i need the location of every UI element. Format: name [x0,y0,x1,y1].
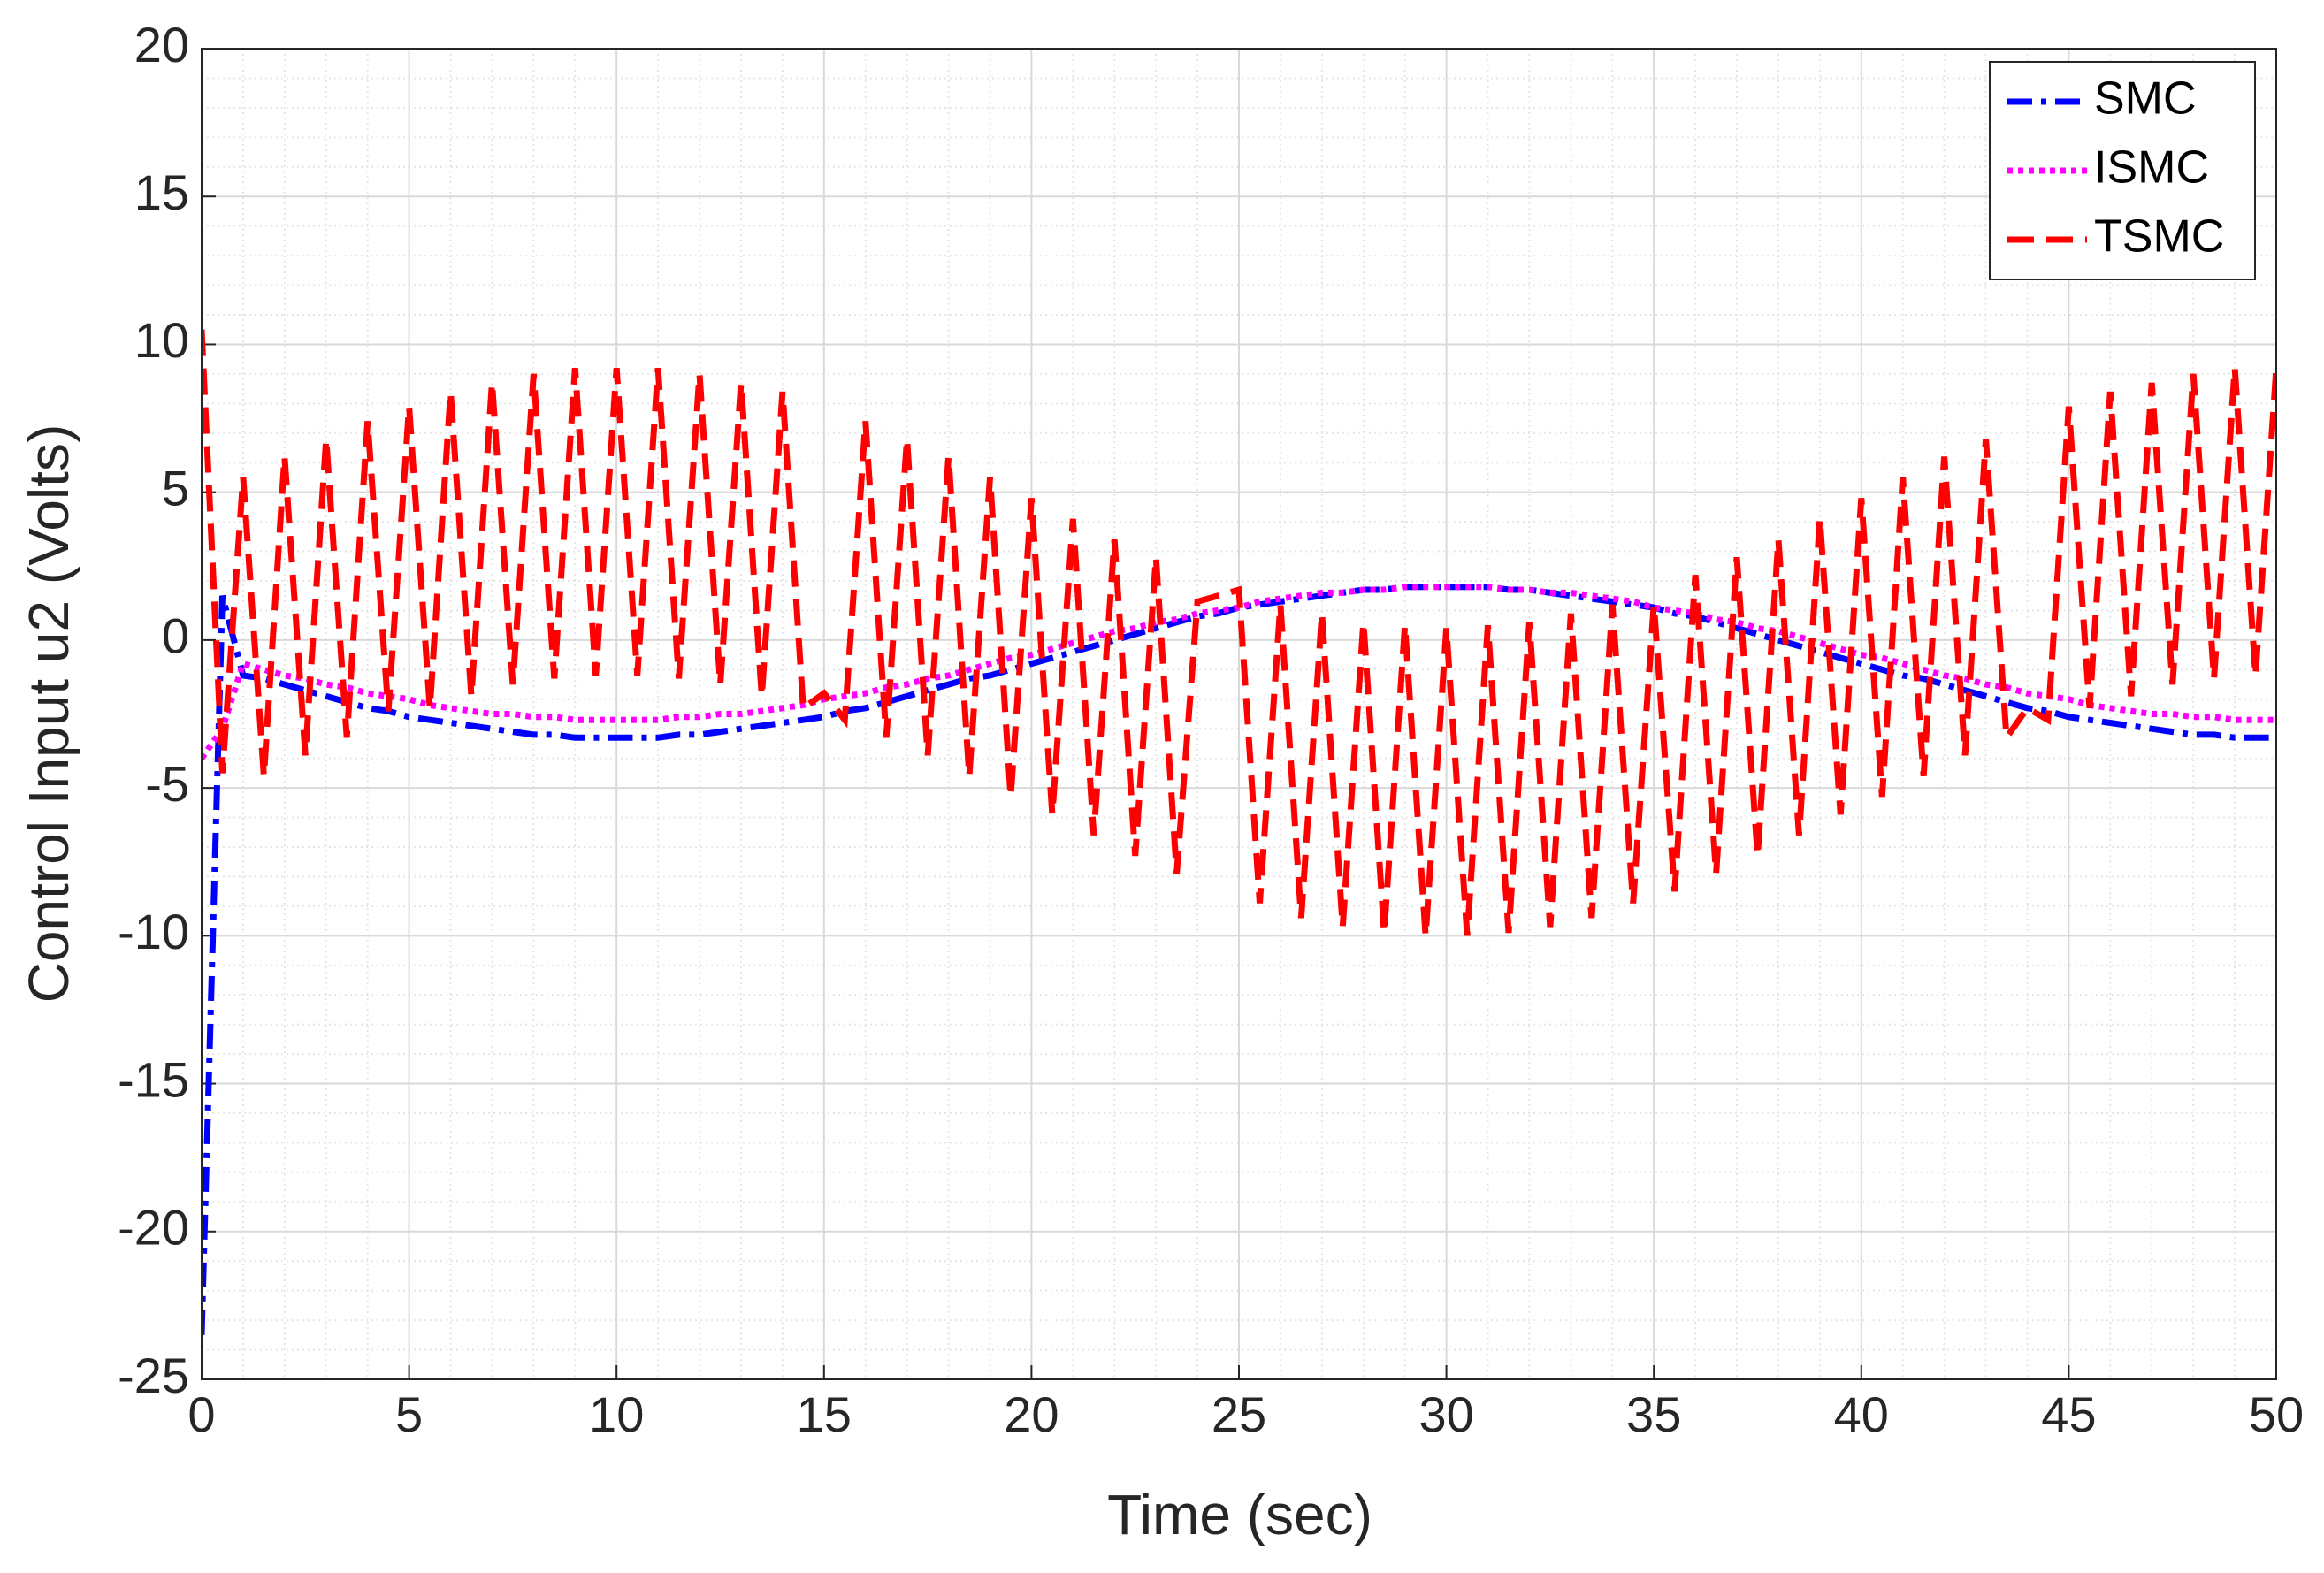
y-tick-label: 5 [162,460,189,515]
x-tick-label: 40 [1834,1386,1889,1442]
x-tick-label: 20 [1004,1386,1059,1442]
y-axis-label: Control Input u2 (Volts) [17,424,80,1004]
y-tick-label: -5 [145,756,189,812]
x-tick-label: 30 [1418,1386,1473,1442]
legend-label: ISMC [2094,142,2209,194]
x-tick-label: 45 [2041,1386,2096,1442]
x-tick-label: 35 [1626,1386,1681,1442]
x-tick-label: 0 [187,1386,215,1442]
y-tick-label: 20 [134,17,189,73]
legend-label: TSMC [2094,211,2224,263]
data-line [202,329,2276,936]
x-tick-label: 10 [589,1386,644,1442]
plot-border [201,48,2277,1380]
y-tick-label: 0 [162,608,189,664]
x-tick-label: 25 [1212,1386,1266,1442]
y-tick-label: -10 [118,904,189,959]
x-tick-label: 50 [2249,1386,2304,1442]
x-tick-label: 15 [797,1386,852,1442]
y-tick-label: 15 [134,164,189,220]
legend-label: SMC [2094,73,2197,125]
x-axis-label: Time (sec) [1107,1483,1372,1546]
y-tick-label: 10 [134,312,189,368]
x-tick-label: 5 [395,1386,423,1442]
y-tick-label: -15 [118,1051,189,1107]
y-tick-label: -25 [118,1348,189,1403]
y-tick-label: -20 [118,1200,189,1256]
